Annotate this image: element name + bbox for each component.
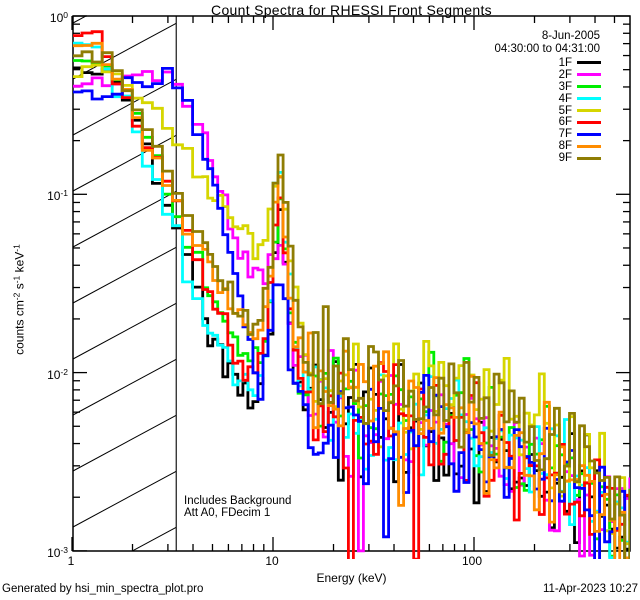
spectrum-curve-8f (73, 41, 630, 559)
legend-label: 6F (558, 116, 572, 129)
x-tick-label: 10 (265, 554, 279, 568)
y-tick-label: 10-3 (47, 545, 68, 560)
y-tick-label: 10-1 (47, 188, 68, 203)
legend-swatch (577, 144, 601, 148)
plot-frame (72, 15, 631, 552)
legend-item: 8F (559, 140, 601, 152)
y-axis-label: counts cm-2 s-1 keV-1 (11, 244, 27, 355)
x-tick-label: 100 (461, 554, 483, 568)
legend-item: 3F (559, 81, 601, 93)
legend-swatch (577, 73, 601, 77)
spectrum-curve-4f (73, 41, 630, 559)
legend-item: 6F (559, 116, 601, 128)
spectrum-curve-2f (73, 70, 630, 559)
x-tick-label: 1 (67, 554, 75, 568)
legend-label: 1F (558, 56, 572, 69)
spectrum-curve-7f (73, 67, 627, 559)
chart-title: Count Spectra for RHESSI Front Segments (211, 2, 492, 18)
legend-swatch (577, 85, 601, 89)
hatch-region (73, 16, 176, 551)
annotation-attenuator: Att A0, FDecim 1 (184, 506, 271, 519)
legend-swatch (577, 109, 601, 112)
spectrum-curve-3f (73, 59, 630, 559)
y-tick-label: 10-2 (47, 367, 68, 382)
legend-swatch (577, 132, 601, 136)
legend-label: 9F (558, 152, 572, 165)
spectra-curves (73, 30, 630, 559)
legend-swatch (577, 61, 601, 65)
legend-label: 2F (558, 68, 572, 81)
y-tick-label: 100 (49, 10, 68, 25)
legend-item: 9F (559, 152, 601, 164)
legend-label: 7F (558, 128, 572, 141)
legend-label: 3F (558, 80, 572, 93)
legend-label: 5F (558, 104, 572, 117)
render-timestamp: 11-Apr-2023 10:27 (542, 583, 638, 595)
legend-swatch (577, 97, 601, 101)
generator-credit: Generated by hsi_min_spectra_plot.pro (2, 583, 204, 595)
x-axis-label: Energy (keV) (316, 571, 387, 585)
legend: 1F 2F 3F 4F 5F 6F 7F 8F 9F (559, 57, 601, 164)
axis-ticks (71, 15, 630, 552)
observation-date: 8-Jun-2005 (541, 30, 600, 42)
plot-annotations: Includes Background Att A0, FDecim 1 (184, 495, 292, 519)
annotation-background: Includes Background (184, 495, 292, 507)
legend-item: 7F (559, 128, 601, 140)
legend-item: 2F (559, 69, 601, 81)
spectrum-curve-9f (73, 50, 630, 559)
observation-time-range: 04:30:00 to 04:31:00 (494, 42, 600, 55)
legend-item: 4F (559, 93, 601, 105)
legend-label: 4F (558, 92, 572, 105)
legend-swatch (577, 156, 601, 160)
legend-swatch (577, 120, 601, 124)
legend-label: 8F (558, 140, 572, 153)
spectrum-curve-5f (73, 63, 630, 546)
legend-item: 1F (559, 57, 601, 69)
observation-datetime: 8-Jun-2005 04:30:00 to 04:31:00 (494, 30, 600, 55)
legend-item: 5F (559, 105, 601, 117)
